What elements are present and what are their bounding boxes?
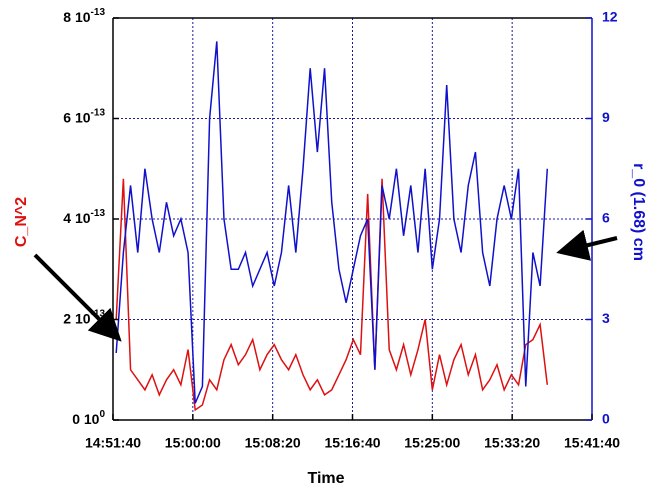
x-tick-label: 14:51:40: [85, 435, 141, 451]
y-tick-label-exponent: -13: [91, 208, 106, 219]
arrow: [33, 253, 122, 342]
x-tick-label: 15:41:40: [564, 435, 620, 451]
y-tick-label-base: 4 10: [63, 210, 90, 226]
y2-tick-label: 6: [602, 210, 610, 226]
y-tick-label-exponent: -13: [91, 107, 106, 118]
y2-tick-label: 12: [602, 9, 618, 25]
arrow: [556, 229, 618, 261]
x-tick-label: 15:00:00: [165, 435, 221, 451]
x-tick-label: 15:33:20: [484, 435, 540, 451]
x-tick-label: 15:25:00: [404, 435, 460, 451]
x-tick-label: 15:16:40: [324, 435, 380, 451]
y-tick-label-base: 2 10: [63, 310, 90, 326]
data-line: [115, 178, 549, 412]
y-tick-label-base: 0 10: [72, 411, 99, 427]
y-tick-label-base: 6 10: [63, 109, 90, 125]
x-tick-label: 15:08:20: [245, 435, 301, 451]
y2-tick-label: 9: [602, 109, 610, 125]
y2-axis-label: r_0 (1.68) cm: [630, 163, 647, 261]
grid: [113, 18, 592, 420]
x-axis-label: Time: [307, 470, 344, 487]
y-tick-label-exponent: 0: [99, 409, 105, 420]
y-tick-label: 0 100: [72, 409, 105, 427]
y-tick-label: 2 10-13: [63, 308, 105, 326]
y-tick-label: 4 10-13: [63, 208, 105, 226]
data-line: [115, 41, 549, 404]
y2-tick-label: 0: [602, 411, 610, 427]
plot: [115, 41, 549, 412]
y-tick-label-exponent: -13: [91, 308, 106, 319]
y-tick-label-base: 8 10: [63, 9, 90, 25]
y-tick-label-exponent: -13: [91, 7, 106, 18]
y-axis-label: C_N^2: [13, 197, 30, 247]
y-tick-label: 8 10-13: [63, 7, 105, 25]
y-tick-label: 6 10-13: [63, 107, 105, 125]
y2-tick-label: 3: [602, 310, 610, 326]
